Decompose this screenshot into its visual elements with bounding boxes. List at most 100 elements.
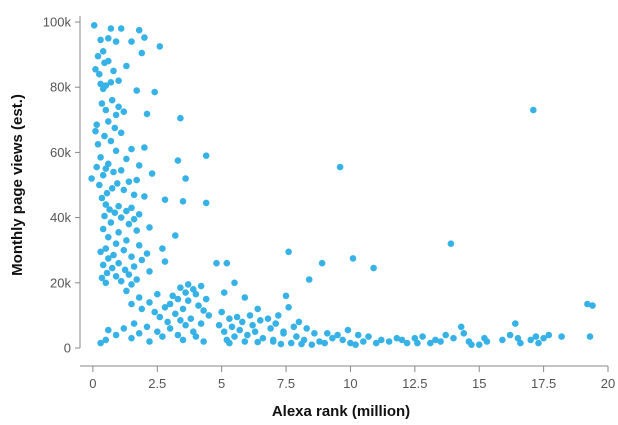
x-tick-label: 2.5 [148, 376, 166, 391]
data-point [123, 287, 130, 295]
data-point [101, 59, 108, 67]
data-point [236, 326, 243, 334]
y-axis-title: Monthly page views (est.) [9, 94, 26, 276]
x-tick-label: 5 [218, 376, 225, 391]
data-point [161, 196, 169, 203]
data-point [174, 157, 182, 164]
data-point [151, 308, 158, 316]
data-point [135, 162, 143, 169]
data-point [220, 328, 228, 336]
data-point [303, 325, 311, 332]
data-point [117, 277, 125, 285]
data-point [174, 331, 182, 339]
data-point [115, 103, 122, 111]
data-point [99, 85, 107, 93]
data-point [215, 321, 223, 329]
data-point [156, 43, 164, 50]
data-point [120, 246, 128, 254]
data-point [99, 171, 107, 179]
data-point [151, 88, 158, 96]
data-point [321, 339, 329, 347]
data-point [290, 323, 298, 331]
data-point [311, 330, 318, 337]
data-point [195, 302, 202, 309]
data-point [112, 111, 120, 119]
data-point [161, 304, 169, 311]
data-point [94, 141, 102, 148]
data-point [97, 339, 104, 347]
data-point [128, 204, 135, 212]
data-point [125, 271, 133, 278]
data-point [159, 245, 166, 252]
data-point [231, 279, 238, 287]
data-point [246, 312, 254, 319]
data-point [92, 66, 99, 73]
data-point [92, 127, 99, 135]
data-point [146, 299, 153, 306]
data-point [102, 245, 110, 252]
data-point [514, 334, 522, 342]
data-point [102, 201, 110, 208]
data-point [182, 289, 189, 296]
data-point [316, 338, 323, 345]
data-point [517, 339, 524, 347]
data-point [545, 331, 553, 339]
data-point [586, 333, 594, 340]
data-point [540, 334, 547, 342]
x-tick-label: 0 [89, 376, 96, 391]
data-point [107, 219, 115, 226]
data-point [141, 144, 148, 151]
data-point [512, 320, 519, 327]
data-point [228, 323, 236, 331]
data-point [166, 325, 174, 332]
data-point [437, 338, 444, 345]
data-point [419, 333, 426, 340]
data-point [280, 328, 287, 336]
data-point [138, 49, 146, 57]
data-point [177, 284, 184, 292]
data-point [101, 212, 108, 220]
data-point [146, 338, 153, 345]
data-point [483, 338, 491, 345]
data-point [218, 308, 225, 316]
data-point [287, 339, 295, 347]
data-point [527, 336, 534, 344]
data-point [223, 259, 231, 267]
data-point [98, 100, 106, 107]
data-point [254, 305, 261, 313]
x-axis-title: Alexa rank (million) [272, 403, 410, 420]
data-point [398, 336, 406, 344]
data-point [427, 339, 434, 347]
data-point [347, 339, 354, 347]
data-point [133, 227, 140, 234]
data-point [233, 313, 241, 321]
data-point [293, 333, 300, 340]
data-point [141, 193, 148, 200]
data-point [107, 25, 115, 32]
data-point [98, 274, 106, 282]
data-point [111, 209, 119, 216]
data-point [110, 67, 117, 75]
data-point [103, 269, 111, 277]
data-point [184, 281, 192, 288]
data-point [143, 323, 151, 331]
data-point [97, 80, 104, 88]
x-tick-label: 12.5 [402, 376, 427, 391]
data-point [101, 132, 108, 140]
data-point [202, 199, 210, 207]
data-point [506, 331, 514, 339]
data-point [120, 325, 128, 332]
data-point [447, 240, 455, 247]
data-point [272, 320, 280, 327]
data-point [133, 276, 140, 283]
data-point [184, 297, 192, 305]
data-point [135, 294, 143, 301]
data-point [318, 259, 326, 267]
data-point [277, 340, 285, 348]
data-point [154, 328, 161, 336]
data-point [154, 290, 161, 298]
y-tick-label: 40k [50, 210, 71, 225]
data-point [179, 336, 187, 344]
data-point [90, 22, 98, 29]
data-point [99, 48, 107, 55]
